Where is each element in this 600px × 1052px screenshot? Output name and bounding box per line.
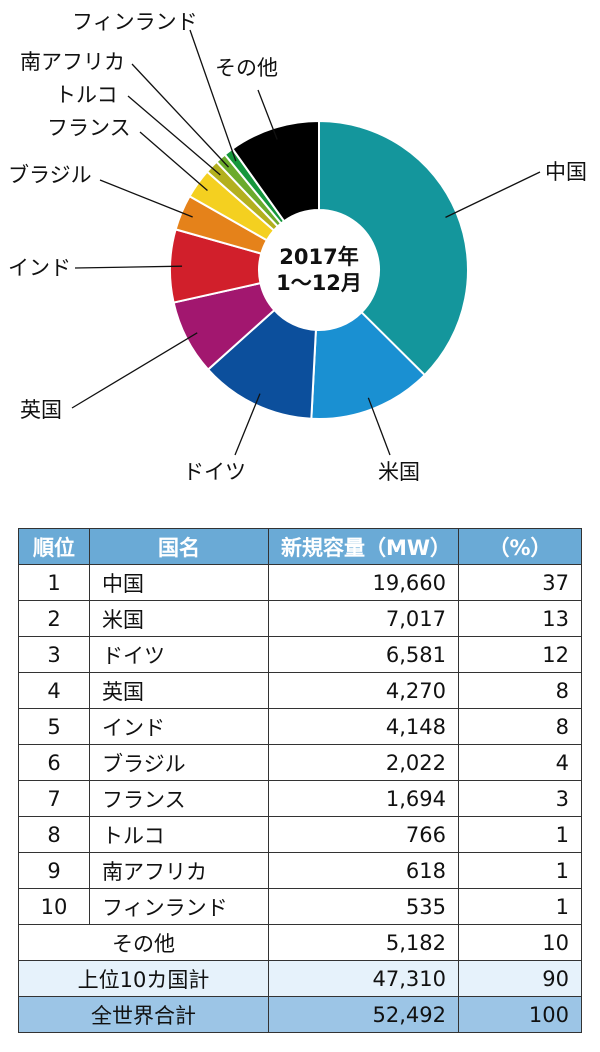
cell-country: フランス [89, 780, 269, 817]
cell-capacity: 535 [268, 888, 459, 925]
cell-rank: 9 [18, 852, 90, 889]
cell-percent: 1 [458, 816, 582, 853]
slice-label-6: フランス [47, 116, 131, 140]
leader-line-2 [234, 393, 261, 456]
cell-rank: 6 [18, 744, 90, 781]
slice-label-9: フィンランド [72, 10, 198, 34]
cell-country: 米国 [89, 600, 269, 637]
cell-percent: 13 [458, 600, 582, 637]
table-row: 4 英国 4,270 8 [18, 672, 582, 709]
cell-label: 全世界合計 [18, 996, 269, 1033]
cell-country: ブラジル [89, 744, 269, 781]
cell-capacity: 2,022 [268, 744, 459, 781]
cell-rank: 4 [18, 672, 90, 709]
cell-country: 英国 [89, 672, 269, 709]
cell-country: フィンランド [89, 888, 269, 925]
slice-label-10: その他 [215, 56, 278, 80]
header-country: 国名 [89, 528, 269, 565]
center-label-year: 2017年 [279, 245, 359, 269]
cell-percent: 4 [458, 744, 582, 781]
slice-0 [318, 119, 469, 377]
cell-capacity: 4,148 [268, 708, 459, 745]
cell-capacity: 4,270 [268, 672, 459, 709]
cell-percent: 100 [458, 996, 582, 1033]
table-row: 2 米国 7,017 13 [18, 600, 582, 637]
table-header: 順位 国名 新規容量（MW） （%） [18, 528, 582, 565]
cell-country: インド [89, 708, 269, 745]
header-percent: （%） [458, 528, 582, 565]
donut-chart [71, 29, 541, 456]
slice-10 [230, 119, 320, 223]
cell-percent: 8 [458, 708, 582, 745]
table-row: 10 フィンランド 535 1 [18, 888, 582, 925]
table-row-other: その他 5,182 10 [18, 924, 582, 961]
center-label: 2017年 1～12月 [259, 244, 379, 296]
table-row: 8 トルコ 766 1 [18, 816, 582, 853]
cell-rank: 5 [18, 708, 90, 745]
cell-label: 上位10カ国計 [18, 960, 269, 997]
cell-country: ドイツ [89, 636, 269, 673]
cell-rank: 2 [18, 600, 90, 637]
cell-rank: 7 [18, 780, 90, 817]
cell-label: その他 [18, 924, 269, 961]
table-row-total: 全世界合計 52,492 100 [18, 996, 582, 1033]
cell-capacity: 52,492 [268, 996, 459, 1033]
table-row-top10: 上位10カ国計 47,310 90 [18, 960, 582, 997]
cell-capacity: 47,310 [268, 960, 459, 997]
slice-label-0: 中国 [545, 160, 587, 184]
leader-line-8 [131, 63, 230, 168]
cell-country: 南アフリカ [89, 852, 269, 889]
slice-label-4: インド [8, 256, 71, 280]
cell-capacity: 1,694 [268, 780, 459, 817]
leader-line-10 [257, 89, 278, 140]
cell-percent: 1 [458, 888, 582, 925]
leader-line-0 [445, 171, 541, 218]
table-row: 3 ドイツ 6,581 12 [18, 636, 582, 673]
leader-line-4 [74, 265, 183, 269]
cell-capacity: 19,660 [268, 564, 459, 601]
cell-rank: 10 [18, 888, 90, 925]
cell-percent: 10 [458, 924, 582, 961]
header-capacity: 新規容量（MW） [268, 528, 459, 565]
cell-capacity: 7,017 [268, 600, 459, 637]
leader-line-5 [99, 179, 193, 218]
slice-label-8: 南アフリカ [20, 50, 125, 74]
cell-capacity: 766 [268, 816, 459, 853]
slice-label-3: 英国 [20, 398, 62, 422]
capacity-table: 順位 国名 新規容量（MW） （%） 1 中国 19,660 37 2 米国 7,017 13… [18, 528, 582, 1033]
slice-label-5: ブラジル [8, 163, 92, 187]
cell-rank: 1 [18, 564, 90, 601]
table-row: 1 中国 19,660 37 [18, 564, 582, 601]
leader-line-3 [71, 332, 198, 409]
cell-capacity: 5,182 [268, 924, 459, 961]
cell-percent: 12 [458, 636, 582, 673]
cell-percent: 3 [458, 780, 582, 817]
slice-label-2: ドイツ [183, 460, 246, 484]
leader-line-7 [127, 95, 221, 176]
cell-rank: 8 [18, 816, 90, 853]
table-row: 7 フランス 1,694 3 [18, 780, 582, 817]
header-rank: 順位 [18, 528, 90, 565]
center-label-months: 1～12月 [276, 271, 362, 295]
cell-rank: 3 [18, 636, 90, 673]
cell-country: トルコ [89, 816, 269, 853]
table-row: 9 南アフリカ 618 1 [18, 852, 582, 889]
cell-percent: 8 [458, 672, 582, 709]
cell-capacity: 618 [268, 852, 459, 889]
cell-percent: 1 [458, 852, 582, 889]
cell-capacity: 6,581 [268, 636, 459, 673]
slice-1 [310, 310, 427, 420]
table-row: 6 ブラジル 2,022 4 [18, 744, 582, 781]
slice-label-7: トルコ [55, 83, 118, 107]
slice-label-1: 米国 [378, 460, 420, 484]
cell-percent: 90 [458, 960, 582, 997]
leader-line-6 [139, 131, 208, 191]
table-row: 5 インド 4,148 8 [18, 708, 582, 745]
cell-percent: 37 [458, 564, 582, 601]
leader-line-1 [367, 397, 391, 456]
leader-line-9 [189, 29, 237, 162]
cell-country: 中国 [89, 564, 269, 601]
